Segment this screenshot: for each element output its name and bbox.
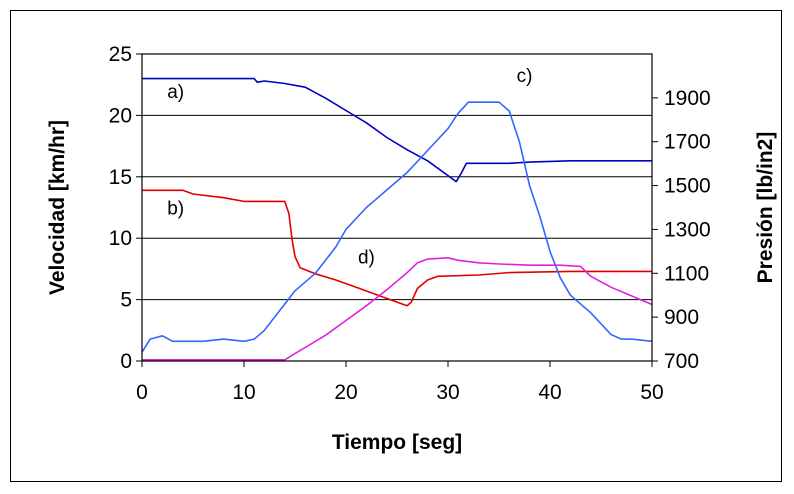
- y2-tick-label: 1100: [664, 262, 709, 285]
- x-tick-label: 30: [436, 381, 459, 404]
- y2-tick-label: 1900: [664, 87, 711, 110]
- y2-tick-label: 1500: [664, 175, 711, 198]
- series-annotation: b): [167, 199, 184, 220]
- series-annotation: c): [517, 66, 533, 87]
- axes: [141, 53, 653, 362]
- series-line-c: [141, 101, 653, 353]
- x-tick-label: 0: [136, 381, 148, 404]
- y-tick-label: 25: [109, 43, 132, 66]
- annotations: a) b) c) d): [167, 66, 532, 269]
- series-line-a: [142, 77, 652, 183]
- series-line-d: [142, 256, 653, 361]
- x-tick-label: 50: [640, 381, 663, 404]
- y-axis-title: Velocidad [km/hr]: [46, 120, 69, 295]
- y-tick-label: 15: [109, 166, 132, 189]
- x-tick-label: 40: [538, 381, 561, 404]
- x-tick-label: 20: [334, 381, 357, 404]
- series-annotation: d): [358, 248, 375, 269]
- y2-tick-label: 1700: [664, 131, 711, 154]
- x-tick-label: 10: [232, 381, 255, 404]
- plot-area: [141, 53, 653, 362]
- series-annotation: a): [167, 82, 184, 103]
- y-tick-label: 10: [109, 227, 132, 250]
- series-line-b: [142, 189, 652, 307]
- chart-frame: [10, 10, 782, 482]
- x-axis-title: Tiempo [seg]: [332, 431, 462, 454]
- y2-axis-title: Presión [lb/in2]: [754, 132, 777, 284]
- y2-tick-label: 900: [664, 306, 699, 329]
- y-tick-label: 20: [109, 104, 132, 127]
- y-tick-label: 5: [120, 289, 132, 312]
- y2-tick-label: 700: [664, 350, 699, 373]
- grid-lines: [142, 114, 652, 301]
- series-lines: [141, 77, 653, 361]
- y-tick-label: 0: [120, 350, 132, 373]
- y2-tick-label: 1300: [664, 218, 711, 241]
